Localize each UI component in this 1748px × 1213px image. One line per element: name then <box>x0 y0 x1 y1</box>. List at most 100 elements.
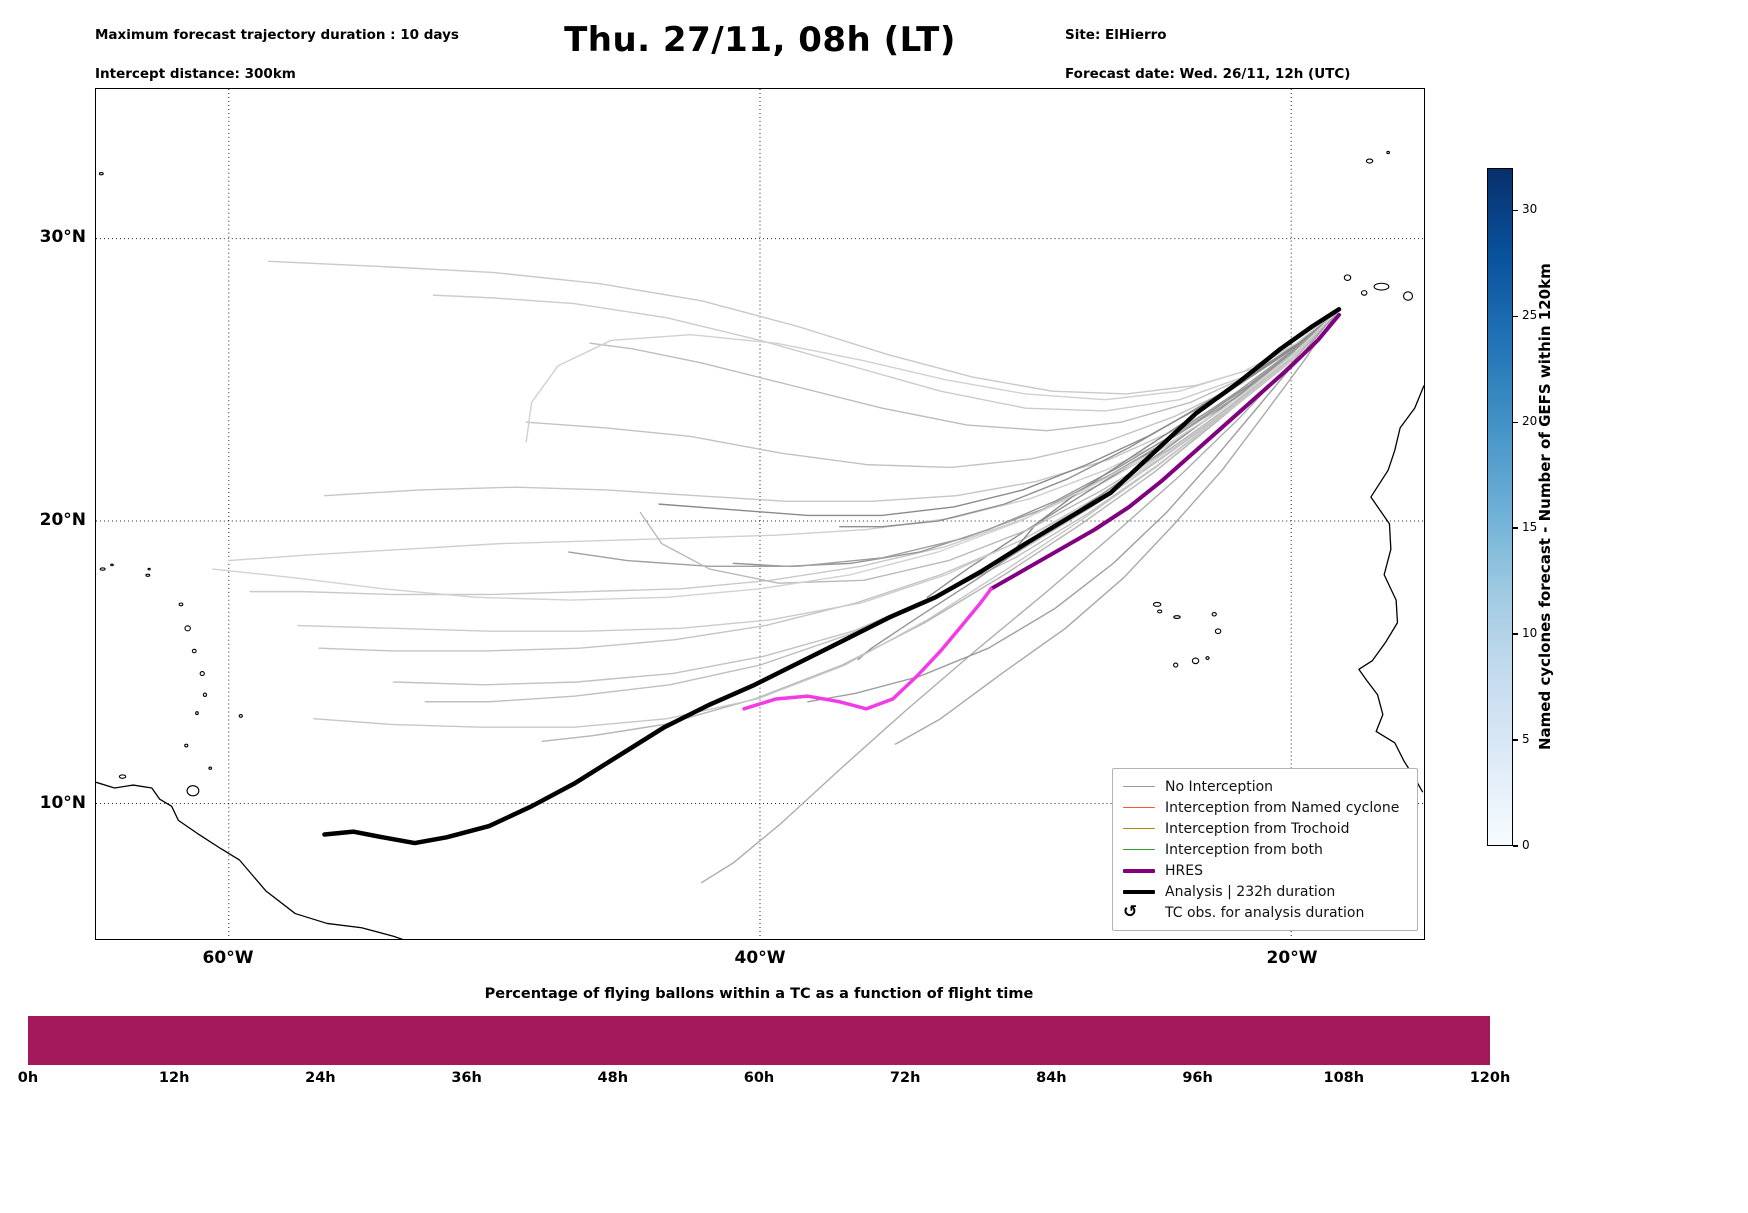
island <box>1214 628 1222 635</box>
page-title: Thu. 27/11, 08h (LT) <box>564 20 956 60</box>
ensemble-trajectory <box>1014 308 1340 551</box>
flight-time-bar-track <box>28 1016 1490 1065</box>
island <box>238 713 243 718</box>
island <box>184 625 191 632</box>
ensemble-trajectory <box>700 308 1340 884</box>
legend-line-swatch <box>1123 889 1155 894</box>
ensemble-trajectory <box>525 308 1340 443</box>
lat-tick-label: 20°N <box>39 510 86 531</box>
island <box>186 785 200 797</box>
flight-time-tick-label: 96h <box>1182 1070 1213 1086</box>
legend-item: Analysis | 232h duration <box>1123 881 1407 902</box>
flight-time-bar <box>28 1016 1490 1065</box>
legend-item: No Interception <box>1123 776 1407 797</box>
site-text: Site: ElHierro <box>1065 26 1167 43</box>
legend-item: Interception from Trochoid <box>1123 818 1407 839</box>
island <box>178 602 184 607</box>
colorbar-tick-mark <box>1513 209 1518 212</box>
legend-line-swatch <box>1123 806 1155 809</box>
legend-line-sample <box>1123 785 1155 788</box>
flight-time-tick-label: 72h <box>889 1070 921 1086</box>
island <box>110 563 114 567</box>
gefs-colorbar <box>1487 168 1513 846</box>
island <box>1386 150 1391 155</box>
island <box>1152 601 1162 607</box>
legend-item: Interception from both <box>1123 839 1407 860</box>
island <box>1173 615 1181 620</box>
island <box>1343 274 1352 281</box>
colorbar-tick-label: 10 <box>1522 626 1538 641</box>
colorbar-tick-mark <box>1513 315 1518 318</box>
colorbar-tick-label: 25 <box>1522 308 1538 323</box>
coastline <box>1358 385 1424 793</box>
ensemble-trajectory <box>732 308 1340 567</box>
legend-line-swatch <box>1123 868 1155 873</box>
magenta-track <box>742 587 993 711</box>
island <box>1205 656 1210 661</box>
island <box>1402 291 1414 301</box>
island <box>191 648 197 654</box>
colorbar-tick-label: 30 <box>1522 202 1538 217</box>
ensemble-trajectory <box>424 308 1340 703</box>
flight-time-tick-label: 108h <box>1323 1070 1365 1086</box>
colorbar-tick-label: 0 <box>1522 838 1530 852</box>
flight-time-tick-label: 60h <box>743 1070 775 1086</box>
colorbar-tick-mark <box>1513 527 1518 529</box>
flight-time-tick-label: 12h <box>158 1070 190 1086</box>
island <box>199 670 205 677</box>
max-duration-text: Maximum forecast trajectory duration : 1… <box>95 26 459 43</box>
colorbar-label: Named cyclones forecast - Number of GEFS… <box>1536 263 1554 751</box>
legend-line-swatch <box>1123 785 1155 788</box>
legend-line-sample <box>1123 868 1155 873</box>
island <box>202 692 208 698</box>
coastline <box>96 781 404 939</box>
island <box>1373 282 1390 291</box>
island <box>1157 609 1163 614</box>
ensemble-trajectory <box>894 308 1340 745</box>
island <box>99 567 106 571</box>
trajectory-map-plot: No Interception Interception from Named c… <box>95 88 1425 940</box>
island <box>208 766 213 770</box>
flight-time-tick-label: 48h <box>597 1070 629 1086</box>
legend-line-sample <box>1123 827 1155 830</box>
legend-line-swatch <box>1123 848 1155 851</box>
island <box>147 567 151 571</box>
ensemble-trajectory <box>318 308 1340 652</box>
legend-line-sample <box>1123 889 1155 894</box>
flight-time-tick-label: 84h <box>1036 1070 1067 1086</box>
colorbar-tick-mark <box>1513 845 1518 847</box>
ensemble-trajectory <box>838 308 1340 528</box>
trajectory-map-svg <box>96 89 1424 939</box>
legend-item-label: Interception from Named cyclone <box>1165 799 1400 816</box>
analysis-track <box>322 307 1342 846</box>
legend-item-label: Interception from both <box>1165 841 1323 858</box>
island <box>145 573 151 577</box>
flight-time-tick-label: 120h <box>1469 1070 1511 1086</box>
colorbar-tick-label: 15 <box>1522 520 1538 535</box>
tc-obs-icon: ↺ <box>1123 904 1155 921</box>
ensemble-trajectory <box>568 308 1340 567</box>
hres-track <box>989 312 1342 591</box>
legend-item-label: No Interception <box>1165 778 1274 795</box>
colorbar-tick-mark <box>1513 633 1518 635</box>
lon-tick-label: 60°W <box>202 948 254 968</box>
ensemble-trajectory <box>313 308 1340 728</box>
lat-tick-label: 10°N <box>39 793 86 814</box>
legend-box: No Interception Interception from Named c… <box>1112 768 1418 931</box>
legend-item-label: Analysis | 232h duration <box>1165 883 1336 900</box>
ensemble-trajectory <box>267 260 1340 395</box>
lon-tick-label: 40°W <box>734 948 786 968</box>
legend-item: HRES <box>1123 860 1407 881</box>
island <box>1365 158 1374 164</box>
island <box>98 172 104 176</box>
legend-line-sample <box>1123 806 1155 809</box>
ensemble-trajectory <box>807 308 1340 703</box>
island <box>184 743 189 748</box>
colorbar-tick-label: 20 <box>1522 414 1538 429</box>
cyclone-symbol-icon: ↺ <box>1123 902 1138 922</box>
legend-item-label: HRES <box>1165 862 1203 879</box>
ensemble-trajectory <box>212 308 1340 601</box>
island <box>1191 657 1200 665</box>
ensemble-trajectory <box>297 308 1340 632</box>
